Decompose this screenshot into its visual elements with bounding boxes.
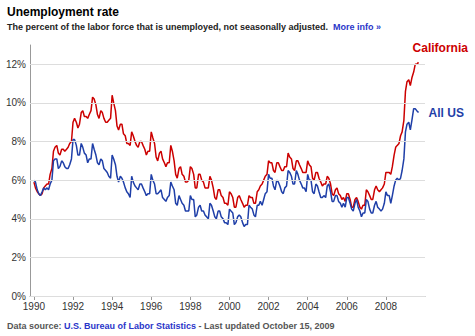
svg-text:2000: 2000 [218, 301, 241, 312]
svg-text:1990: 1990 [23, 301, 46, 312]
svg-text:12%: 12% [6, 59, 26, 70]
svg-text:1992: 1992 [62, 301, 85, 312]
svg-text:California: California [413, 41, 469, 55]
svg-text:6%: 6% [12, 175, 27, 186]
svg-text:2006: 2006 [336, 301, 359, 312]
svg-text:10%: 10% [6, 97, 26, 108]
svg-text:2%: 2% [12, 252, 27, 263]
svg-text:More info »: More info » [333, 22, 381, 32]
svg-text:1998: 1998 [179, 301, 202, 312]
svg-text:2004: 2004 [297, 301, 320, 312]
svg-text:Data source:: Data source: [7, 321, 62, 331]
svg-text:0%: 0% [11, 290, 26, 302]
svg-text:All US: All US [429, 106, 464, 120]
svg-text:1994: 1994 [101, 301, 124, 312]
svg-text:U.S. Bureau of Labor Statistic: U.S. Bureau of Labor Statistics [64, 321, 196, 331]
svg-text:2002: 2002 [257, 301, 280, 312]
svg-text:1996: 1996 [140, 301, 163, 312]
svg-text:4%: 4% [12, 213, 27, 224]
svg-text:Unemployment rate: Unemployment rate [7, 5, 119, 19]
svg-text:- Last updated October 15, 200: - Last updated October 15, 2009 [199, 321, 335, 331]
svg-text:The percent of the labor force: The percent of the labor force that is u… [7, 22, 328, 32]
svg-text:2008: 2008 [375, 301, 398, 312]
svg-text:8%: 8% [12, 136, 27, 147]
